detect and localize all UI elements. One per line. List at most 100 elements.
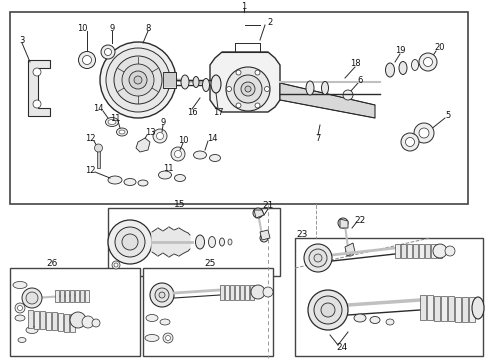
Polygon shape [163,227,169,257]
Ellipse shape [193,77,199,87]
Circle shape [171,147,185,161]
Circle shape [309,249,327,267]
Bar [97,148,100,168]
Polygon shape [169,227,174,257]
Polygon shape [448,296,454,321]
Polygon shape [425,244,430,258]
Polygon shape [340,219,348,228]
Polygon shape [260,230,270,240]
Text: 20: 20 [435,42,445,51]
Text: 14: 14 [207,134,217,143]
Polygon shape [420,295,426,320]
Text: 5: 5 [445,111,451,120]
Text: 10: 10 [178,135,188,144]
Polygon shape [70,290,74,302]
Circle shape [265,86,270,91]
Polygon shape [441,296,447,321]
Polygon shape [210,52,280,112]
Circle shape [134,76,142,84]
Polygon shape [75,290,79,302]
Circle shape [236,103,241,108]
Polygon shape [220,285,224,300]
Circle shape [338,218,348,228]
Circle shape [112,261,120,269]
Polygon shape [240,285,244,300]
Text: 23: 23 [296,230,308,239]
Circle shape [236,70,241,75]
Ellipse shape [306,81,314,95]
Circle shape [150,283,174,307]
Polygon shape [280,83,375,118]
Polygon shape [64,314,69,332]
Polygon shape [455,297,461,322]
Polygon shape [85,290,89,302]
Circle shape [419,53,437,71]
Text: 25: 25 [204,260,216,269]
Ellipse shape [138,180,148,186]
Ellipse shape [160,319,170,325]
Circle shape [406,138,415,147]
Polygon shape [434,296,440,321]
Circle shape [241,82,255,96]
Circle shape [33,68,41,76]
Circle shape [33,100,41,108]
Circle shape [108,220,152,264]
Ellipse shape [146,315,158,321]
Ellipse shape [18,338,26,342]
Polygon shape [163,72,176,88]
Ellipse shape [13,282,27,288]
Circle shape [401,133,419,151]
Circle shape [114,263,118,267]
Circle shape [82,316,94,328]
Polygon shape [34,311,39,329]
Circle shape [78,51,96,68]
Bar [143,268,273,356]
Circle shape [263,287,273,297]
Text: 1: 1 [242,1,246,10]
Circle shape [163,333,173,343]
Polygon shape [136,138,150,152]
Polygon shape [469,297,475,323]
Text: 13: 13 [145,127,155,136]
Circle shape [26,292,38,304]
Polygon shape [413,244,418,258]
Circle shape [114,56,162,104]
Text: 22: 22 [354,216,366,225]
Circle shape [253,208,263,218]
Circle shape [15,303,25,313]
Polygon shape [395,244,400,258]
Polygon shape [28,60,50,116]
Ellipse shape [174,175,186,181]
Circle shape [234,75,262,103]
Circle shape [260,234,268,242]
Circle shape [82,55,92,64]
Circle shape [304,244,332,272]
Ellipse shape [181,75,189,89]
Text: 17: 17 [213,108,223,117]
Ellipse shape [321,81,328,95]
Ellipse shape [119,130,125,134]
Bar [10,12,468,204]
Ellipse shape [145,334,159,342]
Circle shape [414,123,434,143]
Circle shape [156,132,164,140]
Circle shape [321,303,335,317]
Ellipse shape [105,117,119,126]
Circle shape [314,296,342,324]
Bar [295,238,483,356]
Ellipse shape [472,297,484,319]
Ellipse shape [386,63,394,77]
Circle shape [122,64,154,96]
Ellipse shape [399,62,407,75]
Ellipse shape [108,120,116,125]
Circle shape [122,234,138,250]
Polygon shape [58,313,63,331]
Text: 16: 16 [187,108,197,117]
Polygon shape [60,290,64,302]
Circle shape [115,227,145,257]
Text: 24: 24 [336,343,347,352]
Polygon shape [46,312,51,330]
Text: 18: 18 [350,59,360,68]
Ellipse shape [158,171,172,179]
Circle shape [166,336,171,341]
